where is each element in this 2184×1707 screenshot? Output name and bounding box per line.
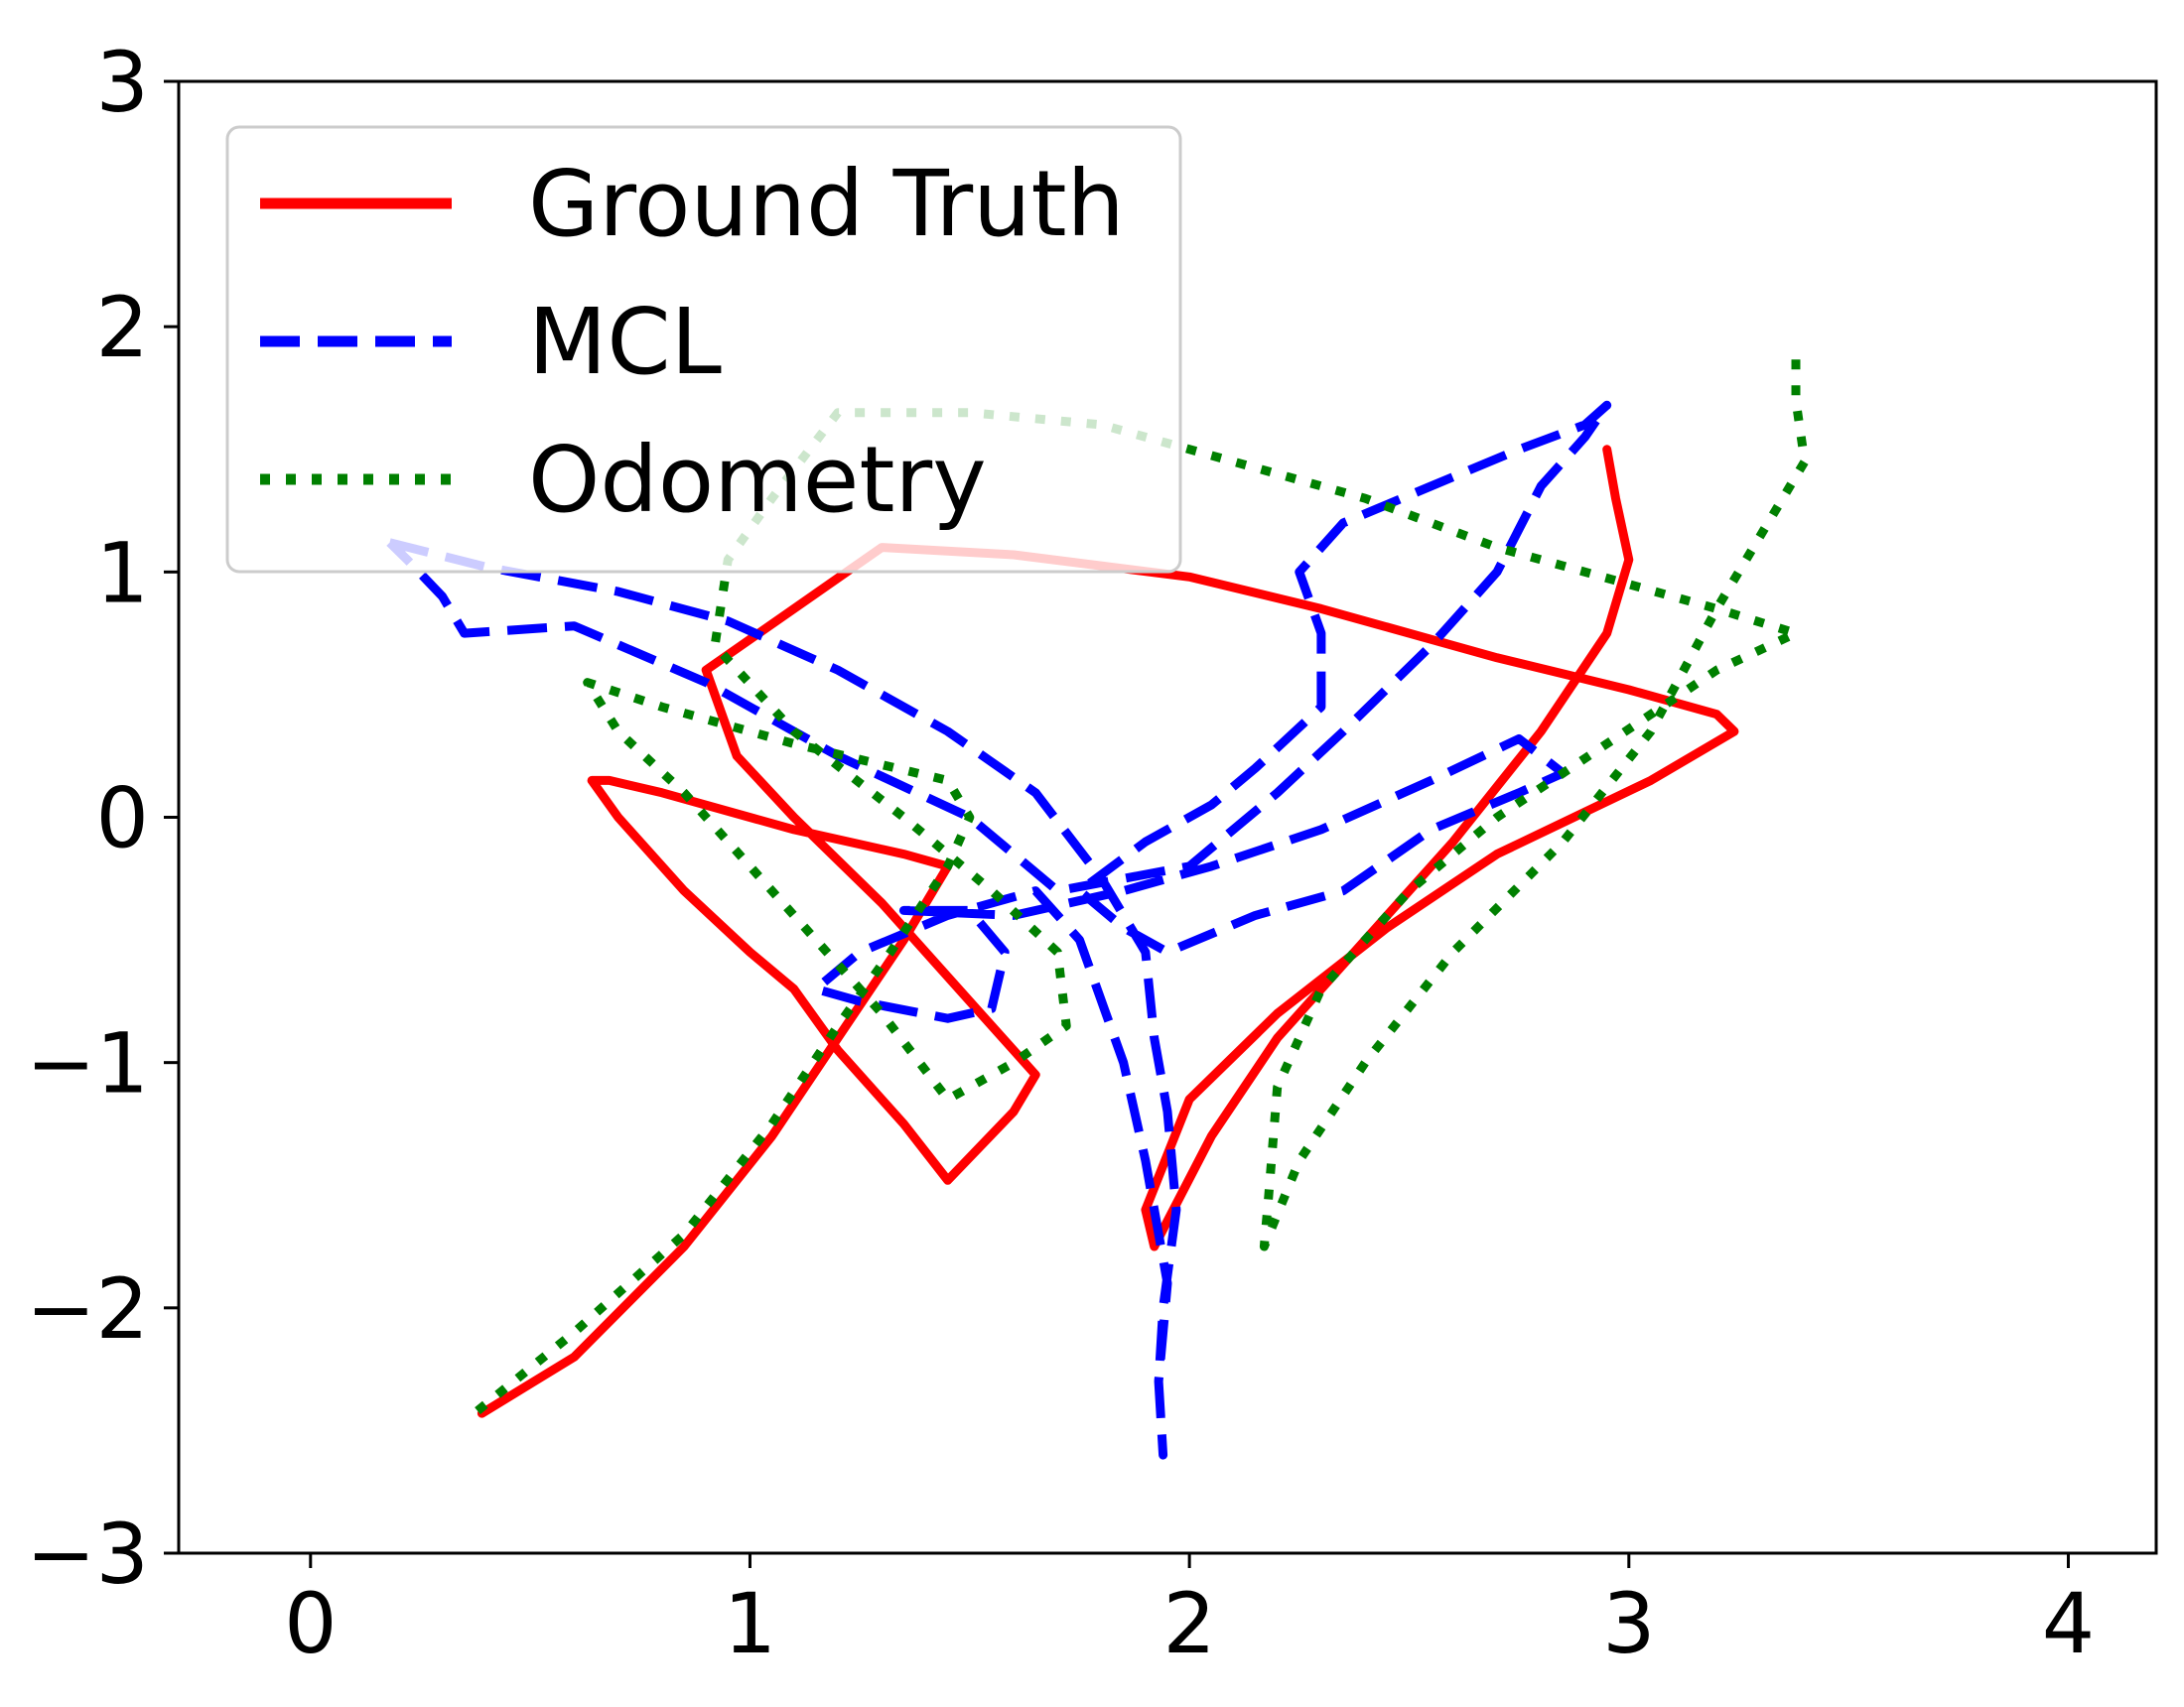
- y-tick-label: −1: [26, 1015, 149, 1113]
- y-tick-label: −3: [26, 1506, 149, 1603]
- y-tick-label: 2: [96, 279, 149, 376]
- legend: Ground Truth MCL Odometry: [225, 125, 1182, 574]
- legend-box: [225, 125, 1182, 574]
- y-tick-label: 1: [96, 524, 149, 621]
- x-tick-label: 3: [1602, 1575, 1655, 1672]
- x-tick-label: 1: [724, 1575, 776, 1672]
- x-axis-ticks: 0 1 2 3 4: [284, 1553, 2095, 1672]
- y-tick-label: 0: [96, 770, 149, 867]
- x-tick-label: 2: [1162, 1575, 1215, 1672]
- y-tick-label: −2: [26, 1260, 149, 1358]
- legend-label-odometry: Odometry: [528, 427, 987, 533]
- legend-label-ground-truth: Ground Truth: [528, 151, 1125, 257]
- legend-label-mcl: MCL: [528, 289, 722, 395]
- series-line-mcl: [386, 400, 1612, 1460]
- series-line-ground-truth: [477, 445, 1739, 1418]
- x-tick-label: 4: [2042, 1575, 2095, 1672]
- x-tick-label: 0: [284, 1575, 337, 1672]
- y-axis-ticks: −3 −2 −1 0 1 2 3: [26, 34, 179, 1603]
- y-tick-label: 3: [96, 34, 149, 131]
